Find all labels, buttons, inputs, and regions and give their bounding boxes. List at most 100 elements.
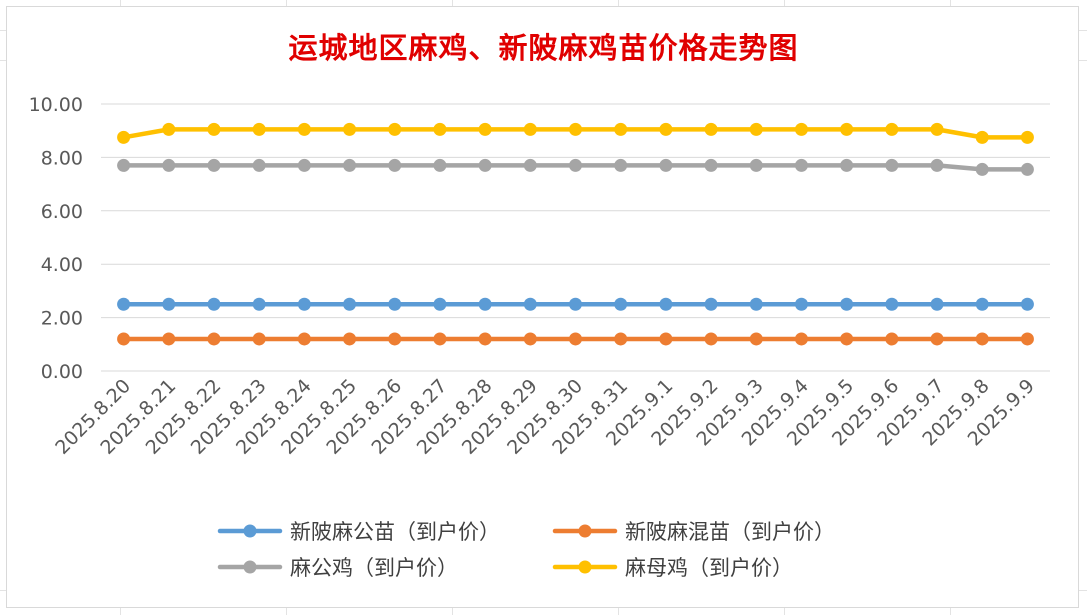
data-point: [749, 297, 763, 311]
data-point: [207, 122, 221, 136]
data-point: [569, 297, 582, 311]
data-point: [162, 158, 176, 172]
data-point: [794, 122, 808, 136]
line-chart: 0.002.004.006.008.0010.002025.8.202025.8…: [29, 94, 1050, 580]
data-point: [207, 297, 221, 311]
legend-swatch-marker: [578, 560, 592, 574]
data-point: [975, 332, 989, 346]
y-tick-label: 6.00: [41, 201, 83, 223]
data-point: [117, 158, 131, 172]
data-point: [478, 158, 492, 172]
data-point: [297, 297, 311, 311]
data-point: [659, 122, 673, 136]
data-point: [885, 332, 899, 346]
y-tick-label: 8.00: [41, 147, 83, 169]
data-point: [794, 158, 808, 172]
data-point: [749, 122, 763, 136]
data-point: [433, 297, 447, 311]
data-point: [749, 158, 763, 172]
data-point: [523, 122, 537, 136]
data-point: [297, 158, 311, 172]
data-point: [252, 332, 266, 346]
chart-area[interactable]: 运城地区麻鸡、新陂麻鸡苗价格走势图 0.00 2.00 4.00 6.00 8.00 10…: [6, 6, 1079, 608]
data-point: [478, 297, 492, 311]
data-point: [388, 297, 402, 311]
data-point: [569, 122, 582, 136]
data-point: [659, 297, 673, 311]
data-point: [1020, 130, 1034, 144]
legend-label: 麻母鸡（到户价）: [625, 556, 793, 580]
y-tick-label: 0.00: [41, 361, 83, 383]
data-point: [162, 297, 176, 311]
data-point: [659, 158, 673, 172]
data-point: [1020, 297, 1034, 311]
data-point: [614, 158, 628, 172]
data-point: [840, 332, 854, 346]
data-point: [569, 158, 582, 172]
data-point: [614, 332, 628, 346]
data-point: [930, 297, 944, 311]
data-point: [704, 332, 718, 346]
data-point: [614, 122, 628, 136]
data-point: [885, 122, 899, 136]
y-tick-label: 10.00: [29, 94, 83, 116]
legend-label: 新陂麻混苗（到户价）: [625, 520, 835, 544]
data-point: [433, 122, 447, 136]
chart-title: 运城地区麻鸡、新陂麻鸡苗价格走势图: [288, 31, 799, 65]
data-point: [433, 332, 447, 346]
data-point: [704, 158, 718, 172]
data-point: [930, 158, 944, 172]
data-point: [207, 158, 221, 172]
y-tick-label: 4.00: [41, 254, 83, 276]
data-point: [1020, 332, 1034, 346]
data-point: [975, 297, 989, 311]
data-point: [388, 122, 402, 136]
data-point: [975, 130, 989, 144]
data-point: [840, 122, 854, 136]
y-tick-label: 2.00: [41, 308, 83, 330]
data-point: [840, 297, 854, 311]
data-point: [704, 297, 718, 311]
data-point: [388, 332, 402, 346]
data-point: [162, 122, 176, 136]
data-point: [343, 297, 357, 311]
data-point: [930, 332, 944, 346]
legend-label: 麻公鸡（到户价）: [290, 556, 458, 580]
data-point: [794, 297, 808, 311]
data-point: [930, 122, 944, 136]
data-point: [478, 122, 492, 136]
data-point: [523, 297, 537, 311]
data-point: [569, 332, 582, 346]
data-point: [704, 122, 718, 136]
data-point: [207, 332, 221, 346]
data-point: [885, 158, 899, 172]
data-point: [433, 158, 447, 172]
data-point: [343, 122, 357, 136]
data-point: [117, 297, 131, 311]
data-point: [117, 130, 131, 144]
data-point: [840, 158, 854, 172]
data-point: [614, 297, 628, 311]
data-point: [478, 332, 492, 346]
data-point: [252, 297, 266, 311]
data-point: [117, 332, 131, 346]
data-point: [297, 122, 311, 136]
data-point: [975, 162, 989, 176]
data-point: [523, 332, 537, 346]
data-point: [297, 332, 311, 346]
legend-label: 新陂麻公苗（到户价）: [290, 520, 500, 544]
legend-swatch-marker: [243, 524, 257, 538]
data-point: [523, 158, 537, 172]
data-point: [343, 158, 357, 172]
data-point: [794, 332, 808, 346]
data-point: [388, 158, 402, 172]
legend-swatch-marker: [243, 560, 257, 574]
data-point: [252, 158, 266, 172]
data-point: [659, 332, 673, 346]
data-point: [162, 332, 176, 346]
data-point: [1020, 162, 1034, 176]
data-point: [343, 332, 357, 346]
data-point: [885, 297, 899, 311]
data-point: [749, 332, 763, 346]
legend-swatch-marker: [578, 524, 592, 538]
